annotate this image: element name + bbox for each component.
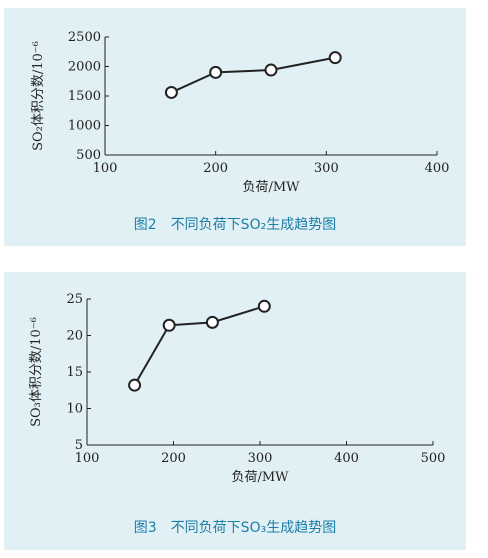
y-tick-label: 2000 xyxy=(68,60,101,75)
x-tick-label: 200 xyxy=(161,451,186,466)
y-tick-label: 500 xyxy=(76,148,101,163)
x-axis-label: 负荷/MW xyxy=(231,470,289,485)
x-tick-label: 200 xyxy=(203,161,228,176)
figure-3-caption: 图3 不同负荷下SO₃生成趋势图 xyxy=(4,517,466,537)
data-point xyxy=(162,318,176,332)
y-axis-label: SO₃体积分数/10⁻⁶ xyxy=(29,317,44,427)
y-tick-label: 15 xyxy=(66,365,83,380)
figure-2-number: 图2 xyxy=(133,217,157,233)
y-tick-label: 1500 xyxy=(68,89,101,104)
data-point xyxy=(328,51,342,65)
data-point xyxy=(257,299,271,313)
y-tick-label: 20 xyxy=(66,329,83,344)
figure-2-caption: 图2 不同负荷下SO₂生成趋势图 xyxy=(4,214,466,234)
x-tick-label: 100 xyxy=(75,451,100,466)
figure-3-number: 图3 xyxy=(133,520,157,536)
figure-3-title: 不同负荷下SO₃生成趋势图 xyxy=(170,520,337,536)
x-tick-label: 500 xyxy=(421,451,446,466)
x-tick-label: 300 xyxy=(248,451,273,466)
so2-chart: 100 200 300 400 500 1000 1500 2000 2500 负荷/MW SO₂体… xyxy=(31,30,450,195)
x-tick-label: 100 xyxy=(93,161,118,176)
x-tick-label: 400 xyxy=(425,161,450,176)
data-point xyxy=(164,85,178,99)
so3-chart: 100 200 300 400 500 5 10 15 20 25 负荷/MW SO₃体积分数/10⁻… xyxy=(29,292,446,485)
series-line xyxy=(170,56,336,94)
figure-2-title: 不同负荷下SO₂生成趋势图 xyxy=(170,217,337,233)
series-line xyxy=(133,305,265,386)
y-tick-label: 25 xyxy=(66,292,83,307)
data-point xyxy=(209,65,223,79)
y-tick-label: 2500 xyxy=(68,30,101,45)
x-axis-label: 负荷/MW xyxy=(242,180,300,195)
data-point xyxy=(205,315,219,329)
y-tick-label: 10 xyxy=(66,402,83,417)
data-point xyxy=(264,63,278,77)
x-tick-label: 400 xyxy=(334,451,359,466)
figure-3-panel: 100 200 300 400 500 5 10 15 20 25 负荷/MW SO₃体积分数/10⁻… xyxy=(4,272,466,550)
figure-2-panel: 100 200 300 400 500 1000 1500 2000 2500 负荷/MW SO₂体… xyxy=(4,8,466,246)
y-tick-label: 1000 xyxy=(68,119,101,134)
y-axis-label: SO₂体积分数/10⁻⁶ xyxy=(31,41,46,151)
y-tick-label: 5 xyxy=(75,438,83,453)
data-point xyxy=(128,378,142,392)
x-tick-label: 300 xyxy=(314,161,339,176)
